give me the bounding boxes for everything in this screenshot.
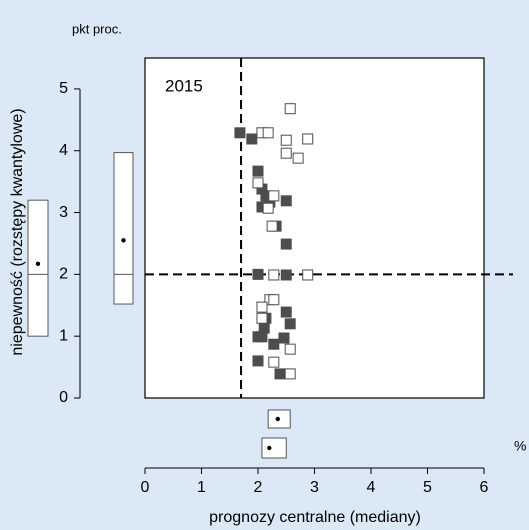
filled-point bbox=[234, 127, 246, 139]
open-point bbox=[256, 312, 268, 324]
open-point bbox=[262, 127, 274, 139]
open-point bbox=[268, 269, 280, 281]
filled-point bbox=[268, 338, 280, 350]
y-axis-label: niepewność (rozstępy kwantylowe) bbox=[9, 108, 26, 355]
filled-point bbox=[278, 332, 290, 344]
filled-point bbox=[252, 355, 264, 367]
plot-area bbox=[144, 57, 485, 399]
y-tick-label: 5 bbox=[59, 80, 68, 97]
x-box-mean bbox=[267, 445, 272, 451]
y-tick-label: 0 bbox=[59, 389, 68, 406]
x-tick-label: 6 bbox=[480, 479, 489, 496]
y-tick-label: 4 bbox=[59, 142, 68, 159]
filled-point bbox=[280, 269, 292, 281]
open-point bbox=[268, 356, 280, 368]
y-box-mean bbox=[35, 261, 41, 267]
filled-point bbox=[280, 306, 292, 318]
open-point bbox=[256, 301, 268, 313]
open-point bbox=[268, 294, 280, 306]
open-point bbox=[284, 343, 296, 355]
x-tick-label: 1 bbox=[197, 479, 206, 496]
open-point bbox=[284, 103, 296, 115]
open-point bbox=[252, 177, 264, 189]
unit-note: pkt proc. bbox=[72, 21, 122, 36]
open-point bbox=[262, 202, 274, 214]
filled-point bbox=[246, 133, 258, 145]
open-point bbox=[302, 133, 314, 145]
y-tick-label: 2 bbox=[59, 266, 68, 283]
filled-point bbox=[274, 368, 286, 380]
open-point bbox=[266, 220, 278, 232]
x-tick-label: 4 bbox=[367, 479, 376, 496]
filled-point bbox=[284, 318, 296, 330]
x-box bbox=[261, 437, 287, 459]
x-tick-label: 5 bbox=[423, 479, 432, 496]
y-box bbox=[27, 199, 49, 337]
y-tick-label: 1 bbox=[59, 327, 68, 344]
y-box-mean bbox=[121, 238, 126, 243]
y-tick-label: 3 bbox=[59, 204, 68, 221]
filled-point bbox=[280, 195, 292, 207]
open-point bbox=[284, 368, 296, 380]
y-box bbox=[113, 152, 134, 305]
x-tick-label: 2 bbox=[254, 479, 263, 496]
open-point bbox=[292, 152, 304, 164]
open-point bbox=[302, 269, 314, 281]
filled-point bbox=[280, 238, 292, 250]
x-tick-label: 0 bbox=[141, 479, 150, 496]
open-point bbox=[280, 147, 292, 159]
open-point bbox=[268, 190, 280, 202]
filled-point bbox=[252, 268, 264, 280]
open-point bbox=[280, 134, 292, 146]
filled-point bbox=[252, 331, 264, 343]
filled-point bbox=[252, 165, 264, 177]
x-tick-label: 3 bbox=[310, 479, 319, 496]
x-unit: % bbox=[514, 438, 526, 454]
x-box-mean bbox=[275, 416, 280, 422]
x-axis-label: prognozy centralne (mediany) bbox=[209, 509, 421, 526]
panel-label: 2015 bbox=[165, 76, 203, 95]
